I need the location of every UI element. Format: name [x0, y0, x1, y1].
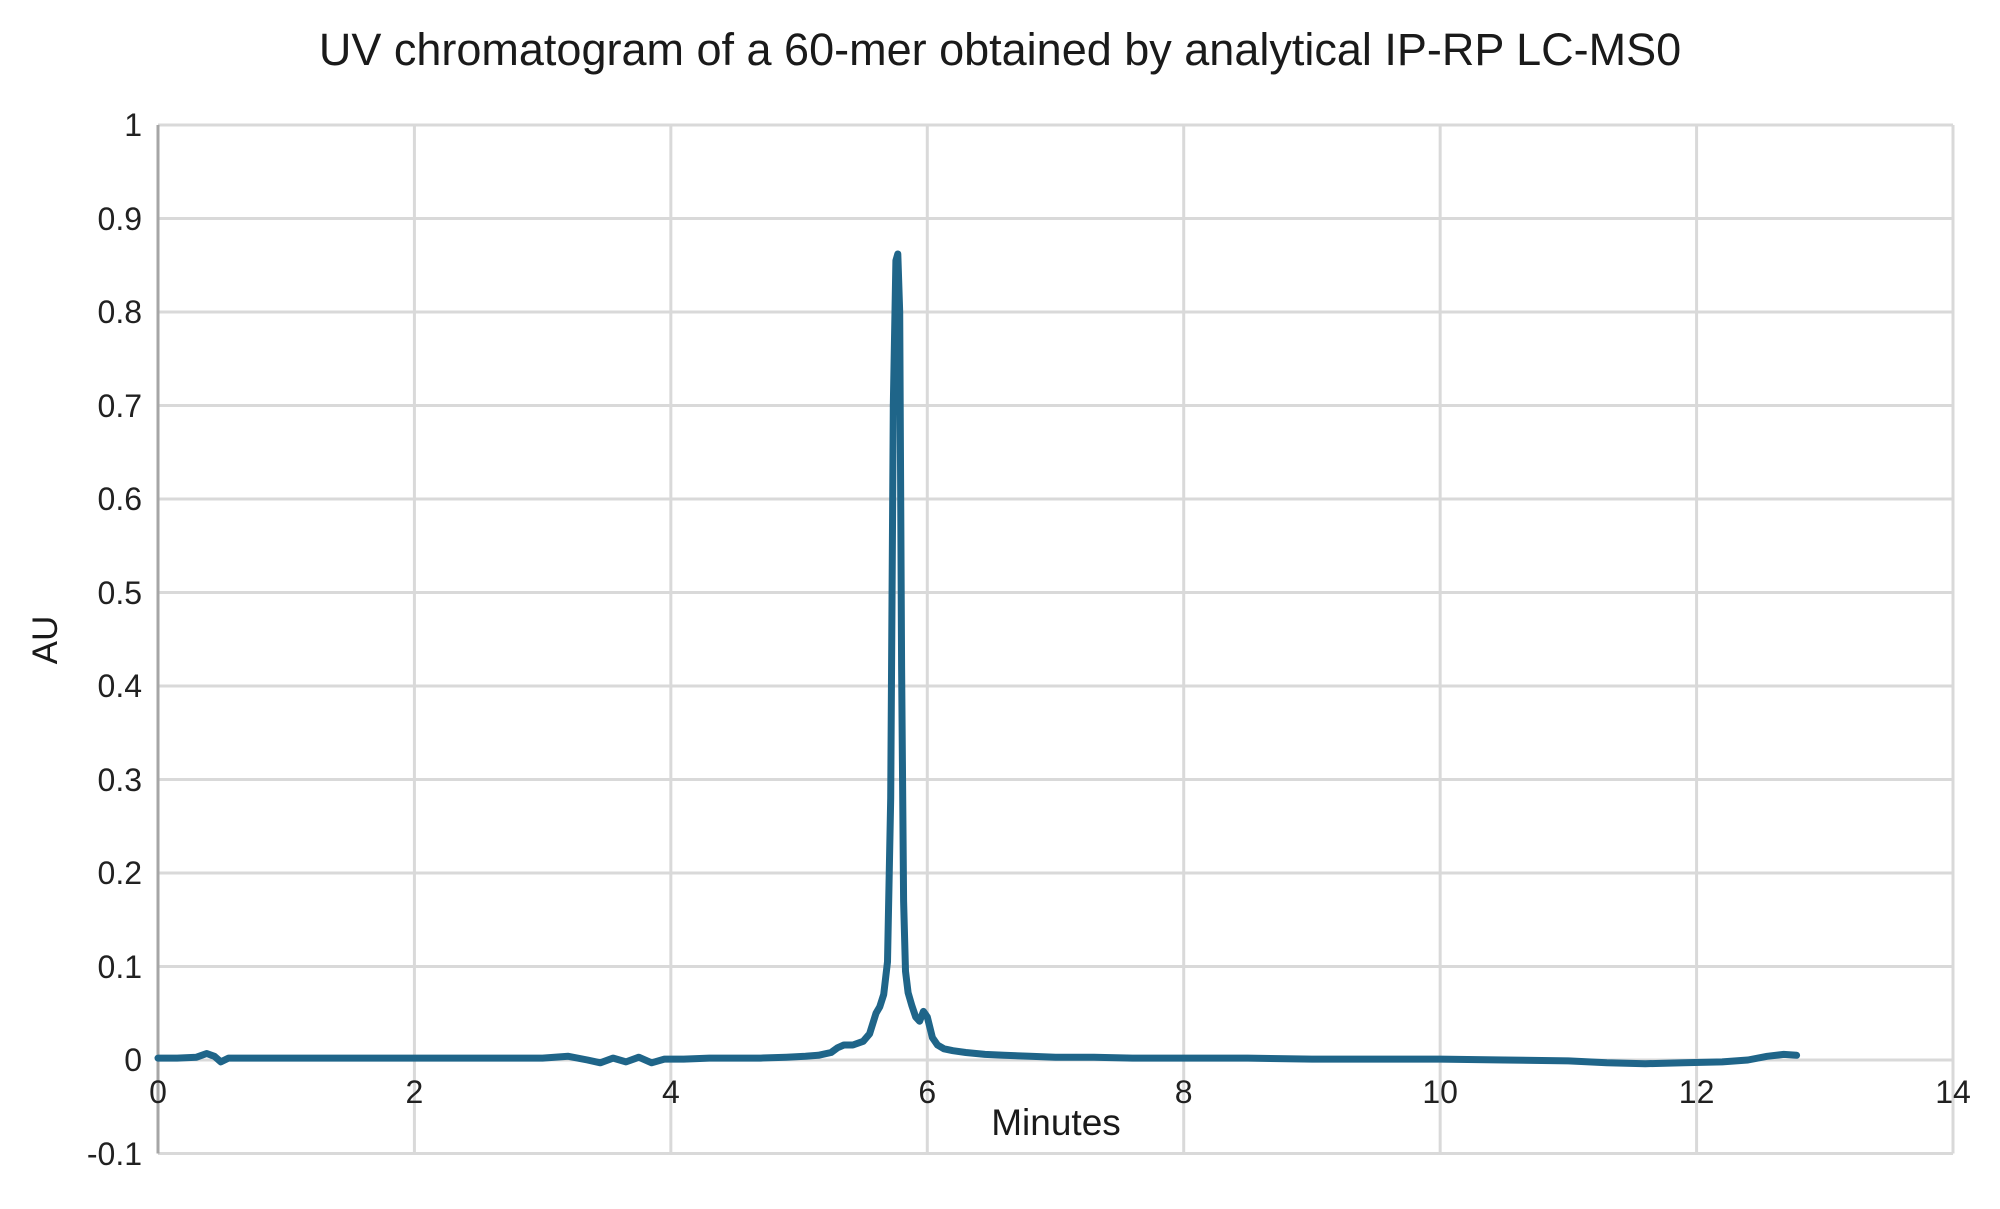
y-tick-label: 0.7 — [97, 387, 142, 424]
x-tick-label: 14 — [1935, 1074, 1971, 1110]
y-axis-title: AU — [26, 615, 65, 665]
y-tick-label: 0.5 — [97, 574, 142, 611]
y-tick-label: -0.1 — [86, 1135, 142, 1172]
y-tick-label: 0.8 — [97, 294, 142, 330]
chromatogram-trace — [154, 250, 1801, 1068]
x-tick-label: 12 — [1678, 1074, 1715, 1110]
x-tick-label: 6 — [918, 1074, 937, 1110]
y-tick-label: 0 — [124, 1042, 142, 1078]
x-axis-title: Minutes — [991, 1102, 1121, 1143]
chart-title: UV chromatogram of a 60-mer obtained by … — [318, 24, 1682, 75]
x-tick-label: 10 — [1422, 1074, 1458, 1110]
y-tick-label: 0.9 — [97, 200, 142, 237]
x-tick-label: 2 — [405, 1074, 424, 1110]
y-tick-label: 0.2 — [97, 855, 142, 891]
y-tick-label: 0.3 — [97, 761, 142, 798]
x-tick-label: 4 — [661, 1074, 680, 1110]
y-tick-label: 0.6 — [97, 481, 142, 517]
x-tick-label: 8 — [1174, 1074, 1193, 1110]
y-tick-label: 0.4 — [97, 668, 142, 704]
y-tick-label: 0.1 — [97, 948, 142, 985]
x-tick-label: 0 — [149, 1074, 167, 1110]
y-tick-label: 1 — [124, 107, 142, 143]
